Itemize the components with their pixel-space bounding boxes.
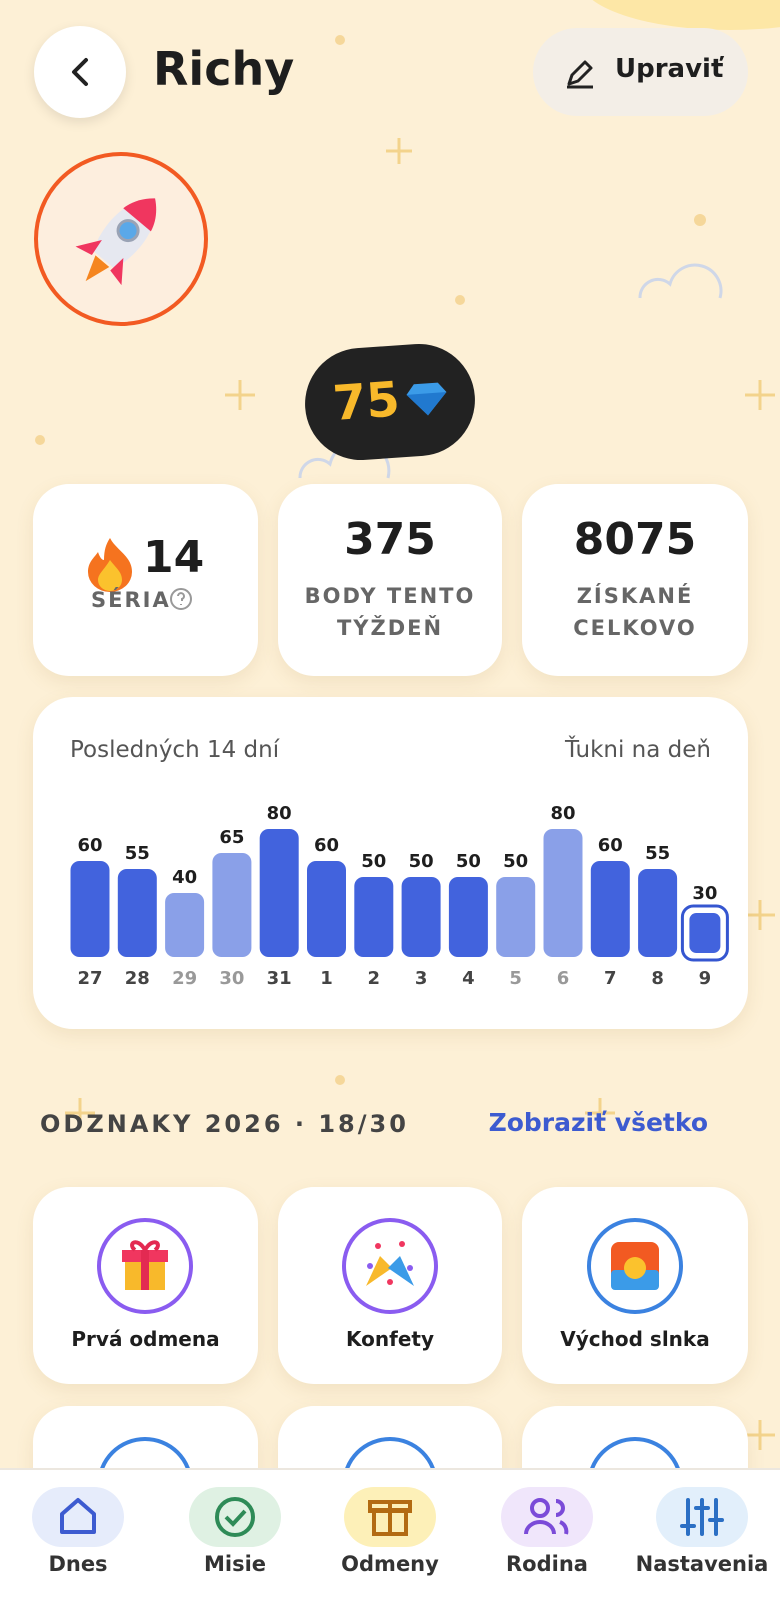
profile-name: Richy [153, 42, 295, 96]
bar-value-label: 40 [172, 867, 197, 888]
nav-label[interactable]: Nastavenia [635, 1552, 769, 1576]
day-label: 28 [125, 968, 150, 989]
bar[interactable] [590, 861, 630, 957]
bar-value-label: 50 [409, 851, 434, 872]
badge-card[interactable]: Východ slnka [522, 1187, 748, 1384]
bar[interactable] [638, 869, 678, 957]
day-label: 8 [651, 968, 664, 989]
badge-card[interactable]: Prvá odmena [33, 1187, 258, 1384]
selected-outline [680, 904, 729, 962]
bar-value-label: 50 [503, 851, 528, 872]
bar-value-label: 55 [645, 843, 670, 864]
bar[interactable] [307, 861, 346, 957]
bar[interactable] [448, 877, 488, 957]
edit-icon [567, 60, 593, 89]
day-label: 7 [604, 968, 617, 989]
nav-icons [32, 1487, 748, 1547]
badge-label: Prvá odmena [71, 1327, 220, 1351]
day-label: 5 [509, 968, 522, 989]
day-label: 1 [320, 968, 333, 989]
day-label: 29 [172, 968, 197, 989]
day-label: 2 [368, 968, 381, 989]
stat-value: 8075 [573, 514, 697, 565]
stat-label: SÉRIA [91, 588, 171, 612]
day-label: 27 [77, 968, 102, 989]
streak-card[interactable]: 14 SÉRIA [33, 484, 258, 676]
fire-icon [88, 538, 132, 592]
bar-value-label: 55 [125, 843, 150, 864]
bar-value-label: 65 [219, 827, 244, 848]
bar-value-label: 60 [598, 835, 623, 856]
activity-chart: 60 27 55 28 40 29 65 30 80 31 60 1 50 2 50 3 50 4 50 5 80 6 60… [70, 803, 729, 989]
back-button[interactable] [34, 26, 126, 118]
bar[interactable] [117, 869, 157, 957]
nav-label[interactable]: Misie [203, 1552, 267, 1576]
nav-label[interactable]: Dnes [48, 1552, 108, 1576]
badge-icon [587, 1218, 683, 1314]
edit-label: Upraviť [615, 54, 724, 84]
bar[interactable] [259, 829, 299, 957]
badge-label: Východ slnka [560, 1327, 710, 1351]
bar[interactable] [354, 877, 394, 957]
badge-card[interactable]: Konfety [278, 1187, 502, 1384]
day-label: 31 [267, 968, 292, 989]
badge-icon [342, 1218, 438, 1314]
bar[interactable] [212, 853, 252, 957]
stat-value: 14 [143, 532, 205, 583]
bar[interactable] [543, 829, 583, 957]
stat-label: BODY TENTO TÝŽDEŇ [304, 584, 476, 640]
bar[interactable] [689, 913, 721, 953]
bar[interactable] [70, 861, 110, 957]
activity-title: Posledných 14 dní [70, 737, 280, 763]
bar-value-label: 80 [267, 803, 292, 824]
back-icon [72, 58, 88, 86]
gems-badge: 75 [301, 340, 479, 464]
help-icon[interactable] [169, 587, 193, 611]
day-label: 9 [699, 968, 712, 989]
weekly-points-card: 375 BODY TENTO TÝŽDEŇ [278, 484, 502, 676]
day-label: 3 [415, 968, 428, 989]
badges-link[interactable]: Zobraziť všetko [488, 1108, 708, 1137]
nav-label[interactable]: Odmeny [341, 1552, 439, 1576]
bar-value-label: 60 [314, 835, 339, 856]
bar[interactable] [496, 877, 536, 957]
edit-button[interactable]: Upraviť [533, 28, 748, 116]
activity-hint: Ťukni na deň [564, 737, 711, 763]
nav-label[interactable]: Rodina [506, 1552, 588, 1576]
total-points-card: 8075 ZÍSKANÉ CELKOVO [522, 484, 748, 676]
day-label: 6 [557, 968, 570, 989]
bar-value-label: 50 [361, 851, 386, 872]
avatar[interactable] [34, 152, 208, 326]
badge-icon [97, 1218, 193, 1314]
bar[interactable] [165, 893, 205, 957]
bar-value-label: 30 [692, 883, 717, 904]
day-label: 4 [462, 968, 475, 989]
badges-title: ODZNAKY 2026 · 18/30 [40, 1110, 409, 1138]
bar-value-label: 80 [550, 803, 575, 824]
bar-value-label: 60 [77, 835, 102, 856]
gem-icon [406, 382, 447, 416]
stat-label: ZÍSKANÉ CELKOVO [573, 584, 697, 640]
day-label: 30 [219, 968, 244, 989]
badge-label: Konfety [346, 1327, 434, 1351]
rocket-icon [75, 198, 157, 286]
bar-value-label: 50 [456, 851, 481, 872]
activity-card: Posledných 14 dní Ťukni na deň [33, 697, 748, 1029]
bar[interactable] [401, 877, 441, 957]
stat-value: 375 [344, 514, 436, 565]
